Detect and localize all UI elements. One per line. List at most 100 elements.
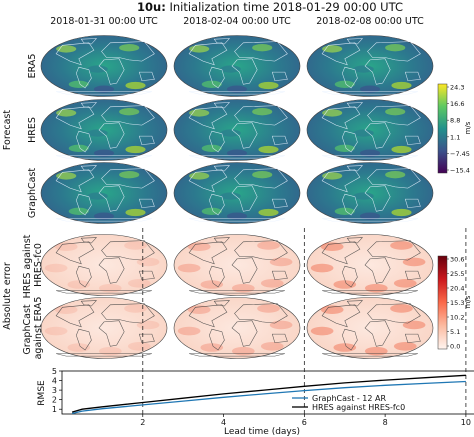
map-panel-graphcast-vs-era5-error-col3 — [306, 297, 434, 359]
wind-patch — [220, 192, 241, 200]
coastline — [342, 265, 358, 288]
wind-patch — [252, 108, 273, 116]
map-globe — [306, 234, 434, 296]
map-globe — [40, 234, 168, 296]
coastline — [364, 58, 391, 85]
coastline — [138, 270, 155, 280]
title-init-time: Initialization time 2018-01-29 00:00 UTC — [166, 0, 403, 14]
coastline — [138, 333, 155, 343]
error-patch — [187, 305, 211, 314]
wind-patch — [189, 172, 210, 180]
coastline — [76, 66, 92, 89]
forecast-colorbar-tick-label: 1.1 — [450, 133, 460, 141]
wind-patch — [226, 85, 248, 93]
coastline — [98, 257, 125, 284]
map-panel-era5-col3 — [306, 35, 434, 97]
wind-patch — [322, 109, 343, 117]
rmse-series-line-2 — [71, 374, 466, 413]
row-label-hres-vs-fc0: HRES against HRES-fc0 — [22, 232, 44, 299]
error-colorbar-tick-label: 30.6 — [450, 256, 464, 264]
wind-patch — [334, 80, 355, 88]
coastline — [188, 106, 228, 130]
error-colorbar-tick-label: 10.2 — [450, 314, 464, 322]
wind-patch — [87, 65, 108, 73]
map-panel-graphcast-vs-era5-error-col2 — [173, 297, 301, 359]
map-panel-hres-col1 — [40, 99, 168, 161]
wind-patch — [87, 192, 108, 200]
coastline — [346, 102, 364, 109]
coastline — [271, 270, 288, 280]
wind-patch — [220, 129, 241, 137]
coastline — [321, 169, 361, 193]
rmse-series — [71, 374, 466, 414]
coastline — [322, 218, 418, 222]
rmse-plot-area — [61, 370, 474, 415]
coastline — [322, 353, 418, 357]
coastline — [367, 105, 421, 126]
coastline — [342, 328, 358, 351]
map-globe — [306, 297, 434, 359]
coastline — [80, 237, 98, 244]
coastline — [364, 122, 391, 149]
wind-patch — [359, 212, 381, 220]
x-tick-label: 10 — [461, 418, 471, 427]
rmse-ylabel: RMSE — [37, 380, 47, 406]
map-panel-graphcast-col2 — [173, 162, 301, 224]
wind-patch — [87, 129, 108, 137]
map-grid — [40, 35, 434, 359]
wind-patch — [391, 81, 412, 90]
coastline — [231, 185, 258, 212]
map-globe — [40, 297, 168, 359]
coastline — [101, 168, 155, 189]
coastline — [367, 303, 421, 324]
coastline — [367, 240, 421, 261]
wind-patch — [359, 149, 381, 157]
row-label-era5-line: ERA5 — [27, 54, 38, 79]
wind-patch — [93, 212, 115, 220]
coastline — [80, 165, 98, 172]
wind-patch — [68, 80, 89, 88]
wind-patch — [385, 44, 406, 52]
coastline — [56, 155, 152, 159]
coastline — [364, 320, 391, 347]
coastline — [321, 241, 361, 265]
group-label-abs-error: Absolute error — [2, 262, 13, 330]
coastline — [189, 218, 285, 222]
map-panel-graphcast-vs-era5-error-col1 — [40, 297, 168, 359]
wind-patch — [189, 45, 210, 53]
rmse-xlabel: Lead time (days) — [224, 427, 300, 437]
wind-patch — [334, 144, 355, 152]
coastline — [209, 328, 225, 351]
y-tick-label: 3 — [52, 386, 57, 395]
coastline — [76, 265, 92, 288]
coastline — [80, 38, 98, 45]
coastline — [234, 105, 288, 126]
error-patch — [177, 263, 201, 273]
forecast-colorbar: 24.3 16.6 8.8 1.1 −7.45 −15.4 m/s — [437, 83, 472, 175]
forecast-colorbar-ticks: 24.3 16.6 8.8 1.1 −7.45 −15.4 — [447, 84, 470, 175]
coastline — [101, 240, 155, 261]
wind-patch — [391, 208, 412, 217]
wind-patch — [226, 149, 248, 157]
coastline — [101, 303, 155, 324]
coastline — [188, 241, 228, 265]
wind-patch — [258, 208, 279, 217]
column-date-3: 2018-02-08 00:00 UTC — [316, 16, 424, 27]
forecast-colorbar-tick-label: 16.6 — [450, 100, 464, 108]
coastline — [213, 38, 231, 45]
coastline — [404, 198, 421, 208]
error-patch — [124, 304, 147, 313]
coastline — [55, 304, 95, 328]
wind-patch — [56, 172, 77, 180]
coastline — [56, 91, 152, 95]
error-patch — [231, 346, 255, 356]
x-tick-label: 8 — [383, 418, 388, 427]
forecast-colorbar-bar — [437, 83, 448, 174]
error-patch — [393, 342, 417, 351]
error-patch — [124, 241, 147, 250]
coastline — [138, 71, 155, 81]
error-colorbar-tick-label: 25.5 — [450, 270, 464, 278]
